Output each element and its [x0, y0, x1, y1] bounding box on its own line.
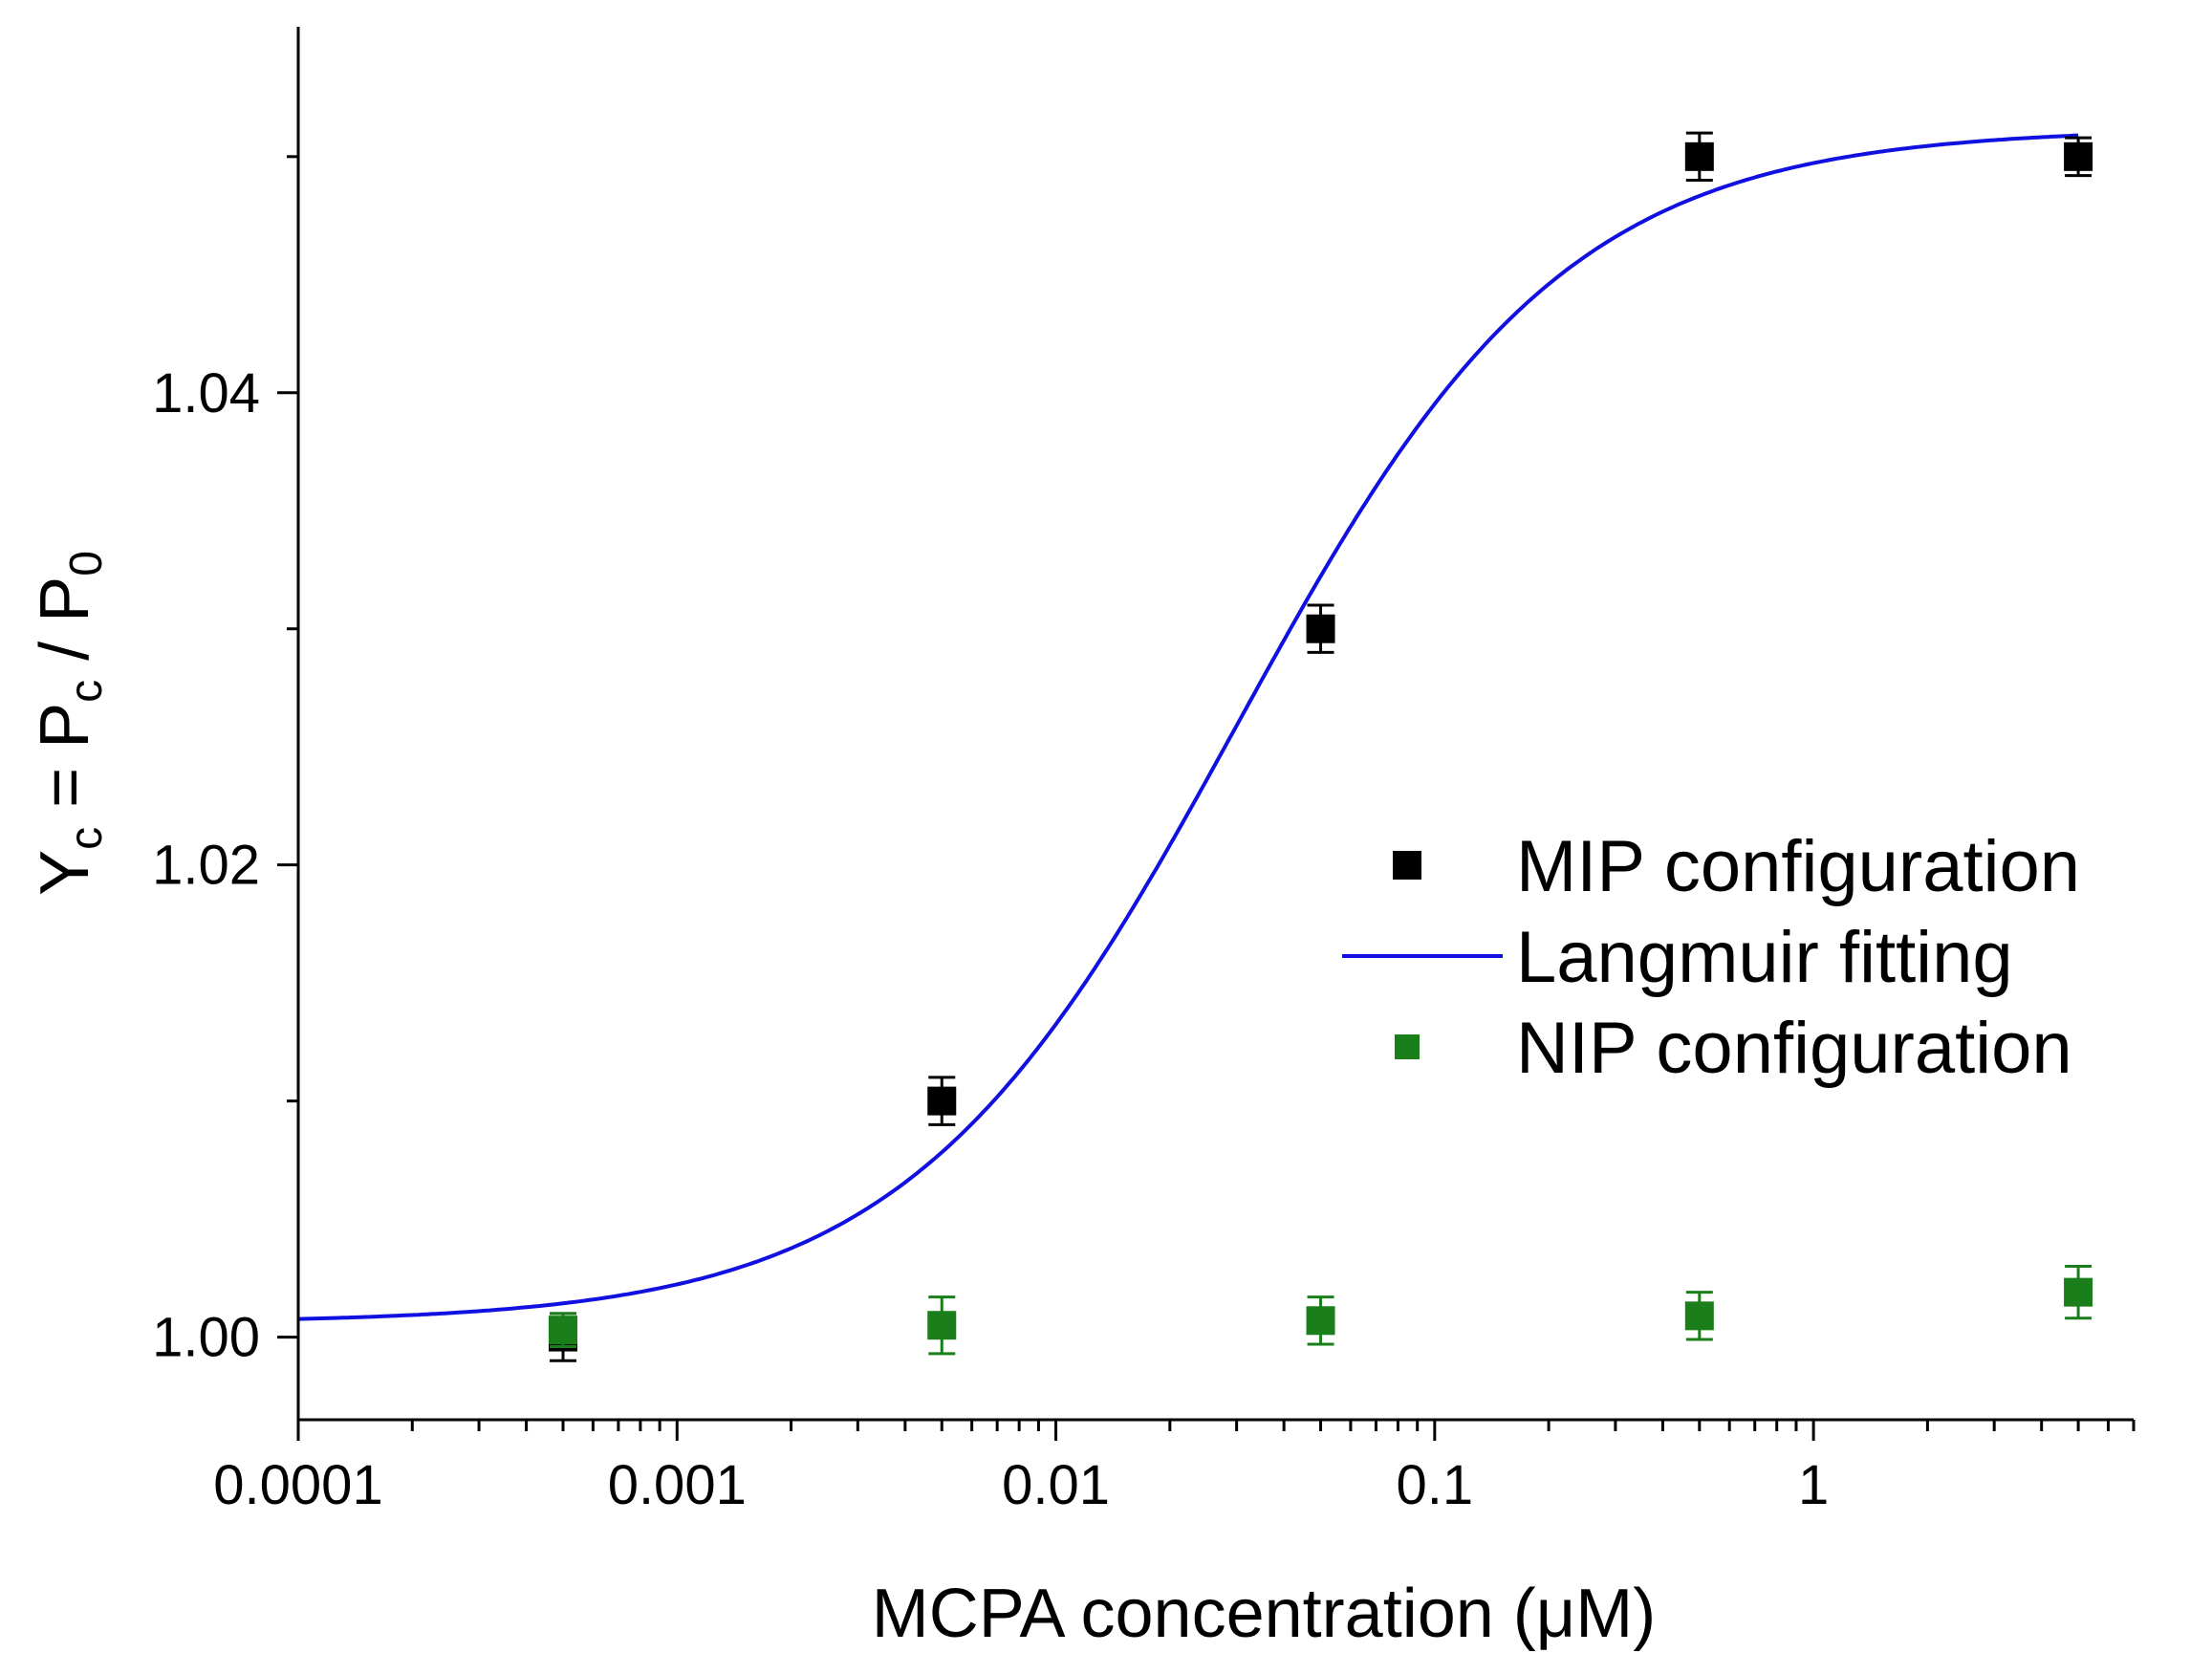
y-axis-title: Yc = Pc / P0 — [27, 551, 112, 896]
data-point — [548, 1316, 577, 1345]
y-tick-label: 1.00 — [152, 1307, 260, 1369]
data-point — [927, 1311, 957, 1340]
x-tick-label: 0.0001 — [213, 1454, 382, 1516]
y-title-sub2: c — [61, 680, 112, 703]
y-title-sub3: 0 — [61, 551, 112, 576]
legend-label: Langmuir fitting — [1516, 917, 2013, 998]
legend-marker — [1393, 851, 1421, 880]
legend-label: MIP configuration — [1516, 826, 2080, 907]
data-point — [1684, 141, 1714, 171]
legend-item: NIP configuration — [1395, 1008, 2072, 1089]
data-point — [2064, 1277, 2093, 1307]
y-title-sub1: c — [61, 827, 112, 850]
data-point — [927, 1086, 957, 1116]
legend-item: Langmuir fitting — [1342, 917, 2013, 998]
axes: 0.0001 0.001 0.01 0.1 1 1.00 1.02 1.04 — [152, 27, 2136, 1516]
y-tick-label: 1.04 — [152, 362, 260, 424]
plot-area — [297, 131, 2093, 1362]
series-nip — [548, 1264, 2093, 1356]
x-tick-label: 1 — [1798, 1454, 1829, 1516]
data-point — [1306, 614, 1335, 643]
x-tick-label: 0.1 — [1397, 1454, 1474, 1516]
data-point — [1306, 1306, 1335, 1336]
series-mip — [548, 131, 2093, 1362]
y-tick-label: 1.02 — [152, 835, 260, 897]
data-point — [2064, 141, 2093, 171]
legend-item: MIP configuration — [1393, 826, 2080, 907]
y-title-mid: = P — [27, 703, 103, 827]
fit-curve — [297, 133, 2079, 1321]
x-ticks: 0.0001 0.001 0.01 0.1 1 — [213, 1420, 2136, 1516]
x-tick-label: 0.01 — [1002, 1454, 1110, 1516]
y-ticks: 1.00 1.02 1.04 — [152, 155, 298, 1369]
x-axis-title: MCPA concentration (μM) — [872, 1576, 1656, 1652]
legend-label: NIP configuration — [1516, 1008, 2072, 1089]
legend-marker — [1395, 1034, 1420, 1059]
y-title-mid2: / P — [27, 576, 103, 680]
data-point — [1684, 1301, 1714, 1331]
legend: MIP configuration Langmuir fitting NIP con… — [1342, 826, 2080, 1089]
x-tick-label: 0.001 — [608, 1454, 747, 1516]
y-title-main: Y — [27, 850, 103, 896]
